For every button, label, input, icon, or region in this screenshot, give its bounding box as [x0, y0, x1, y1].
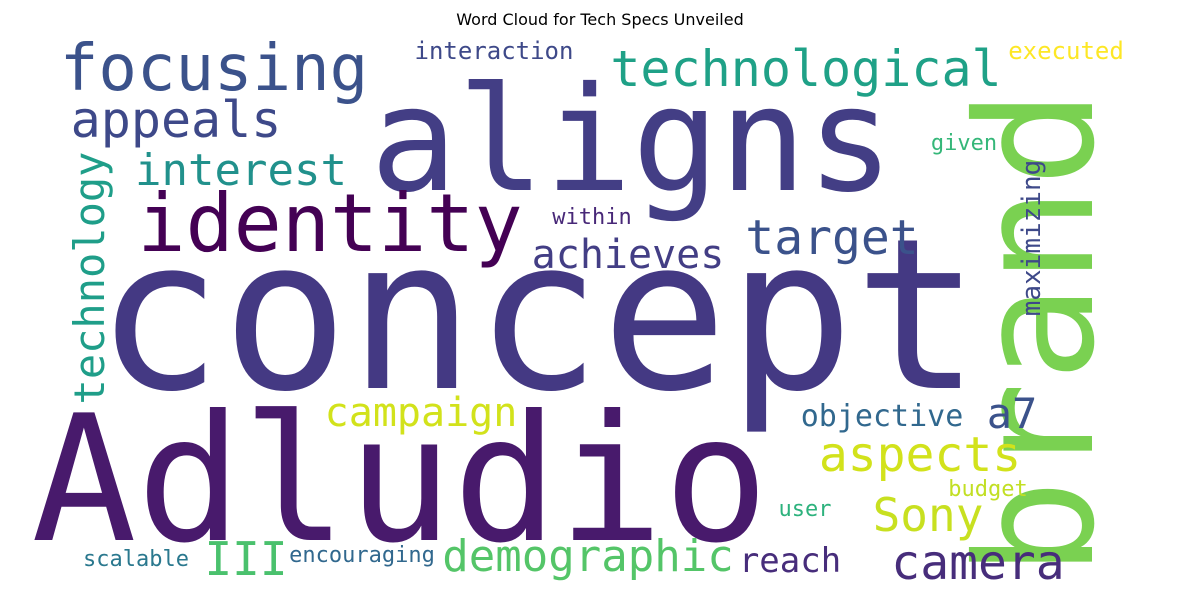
word-sony: Sony [873, 488, 984, 542]
word-appeals: appeals [71, 91, 282, 149]
word-demographic: demographic [442, 531, 733, 582]
word-brand: brand [943, 89, 1131, 577]
word-given: given [931, 131, 997, 156]
word-technology: technology [65, 152, 114, 405]
word-reach: reach [739, 541, 841, 581]
word-campaign: campaign [325, 390, 518, 436]
word-aligns: aligns [370, 56, 894, 225]
word-within: within [552, 205, 631, 230]
word-aspects: aspects [819, 427, 1021, 483]
word-executed: executed [1008, 37, 1124, 65]
word-scalable: scalable [83, 547, 189, 572]
word-objective: objective [801, 399, 964, 434]
word-interaction: interaction [415, 37, 574, 65]
word-achieves: achieves [532, 232, 725, 278]
word-concept: concept [95, 193, 980, 438]
word-a7: a7 [987, 389, 1038, 438]
word-identity: identity [137, 177, 522, 270]
word-encouraging: encouraging [289, 543, 435, 568]
word-adludio: Adludio [31, 379, 769, 582]
word-target: target [745, 210, 918, 266]
word-iii: III [204, 532, 287, 586]
chart-title: Word Cloud for Tech Specs Unveiled [456, 10, 744, 29]
word-user: user [779, 497, 832, 522]
word-budget: budget [948, 477, 1027, 502]
word-camera: camera [891, 535, 1064, 591]
word-technological: technological [610, 40, 1001, 98]
word-interest: interest [135, 145, 347, 196]
word-focusing: focusing [60, 32, 368, 106]
word-maximizing: maximizing [1017, 160, 1047, 317]
